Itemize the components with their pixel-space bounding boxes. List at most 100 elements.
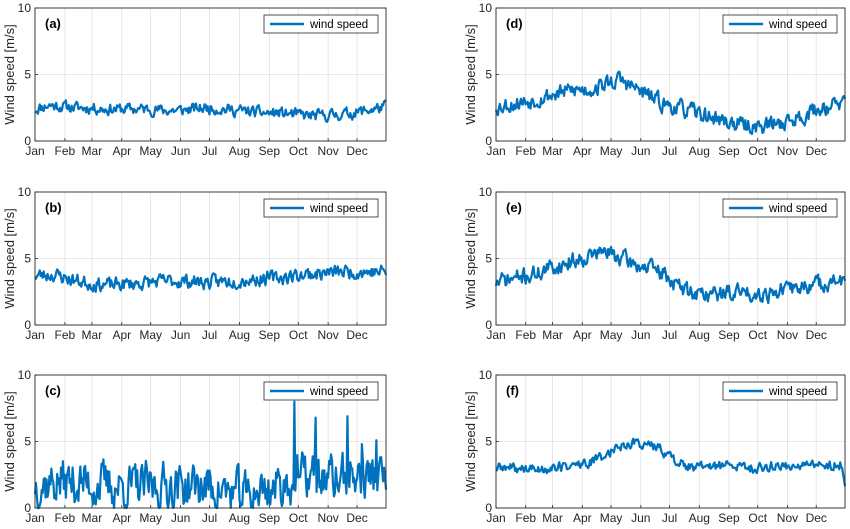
x-tick-label: Sep: [259, 511, 281, 525]
x-tick-label: Oct: [289, 144, 308, 158]
x-tick-label: Feb: [55, 144, 76, 158]
x-tick-label: Dec: [806, 511, 827, 525]
x-tick-label: May: [139, 511, 162, 525]
x-tick-label: Jul: [662, 328, 677, 342]
x-tick-label: Oct: [289, 328, 308, 342]
x-tick-label: Nov: [317, 328, 338, 342]
x-tick-label: Jan: [25, 511, 44, 525]
x-tick-label: Mar: [82, 511, 103, 525]
x-tick-label: Dec: [346, 144, 367, 158]
y-tick-label: 0: [485, 318, 492, 332]
panel-label: (f): [506, 383, 519, 398]
series-line-wind-speed: [494, 70, 847, 136]
legend-box: [722, 198, 838, 218]
y-tick-label: 10: [18, 368, 32, 382]
y-axis-label: Wind speed [m/s]: [2, 24, 17, 124]
x-tick-label: Jun: [171, 328, 190, 342]
x-tick-label: Oct: [748, 511, 767, 525]
x-tick-label: Aug: [689, 144, 710, 158]
x-tick-label: Aug: [229, 144, 250, 158]
panel-label: (e): [506, 200, 522, 215]
x-tick-label: Feb: [55, 328, 76, 342]
series-line-wind-speed: [34, 99, 387, 123]
y-axis-label: Wind speed [m/s]: [463, 391, 478, 491]
y-tick-label: 10: [479, 1, 493, 15]
x-tick-label: Jun: [631, 511, 650, 525]
y-tick-label: 0: [24, 134, 31, 148]
x-tick-label: Feb: [515, 144, 536, 158]
x-tick-label: Mar: [542, 144, 563, 158]
x-tick-label: Dec: [346, 511, 367, 525]
x-tick-label: Sep: [259, 328, 281, 342]
x-tick-label: Apr: [573, 144, 592, 158]
x-tick-label: May: [139, 144, 162, 158]
legend-box: [263, 14, 379, 34]
legend: wind speed: [263, 381, 379, 401]
legend-box: [263, 381, 379, 401]
y-axis-label: Wind speed [m/s]: [2, 208, 17, 308]
x-tick-label: Nov: [777, 328, 798, 342]
x-tick-label: Apr: [112, 144, 131, 158]
x-tick-label: Aug: [689, 511, 710, 525]
x-tick-label: Nov: [317, 511, 338, 525]
panel-label: (c): [45, 383, 61, 398]
x-tick-label: Mar: [542, 511, 563, 525]
y-tick-label: 5: [485, 435, 492, 449]
legend: wind speed: [263, 14, 379, 34]
x-tick-label: Jan: [25, 328, 44, 342]
y-tick-label: 0: [485, 134, 492, 148]
panel-label: (a): [45, 16, 61, 31]
x-tick-label: Jun: [171, 511, 190, 525]
x-tick-label: Sep: [718, 511, 740, 525]
y-tick-label: 10: [479, 368, 493, 382]
x-tick-label: Jun: [171, 144, 190, 158]
y-tick-label: 5: [24, 252, 31, 266]
legend: wind speed: [722, 198, 838, 218]
x-tick-label: Jul: [662, 144, 677, 158]
legend: wind speed: [263, 198, 379, 218]
x-tick-label: Apr: [112, 328, 131, 342]
x-tick-label: Oct: [289, 511, 308, 525]
legend-label: wind speed: [309, 19, 368, 31]
chart-panel-3: Jan Feb Mar Apr May Jun Jul Aug Sep Oct Nov Dec 0 5 10…: [463, 1, 847, 158]
y-tick-label: 5: [24, 435, 31, 449]
y-tick-label: 0: [485, 501, 492, 515]
x-tick-label: May: [600, 511, 623, 525]
x-tick-label: Aug: [229, 328, 250, 342]
chart-panel-5: Jan Feb Mar Apr May Jun Jul Aug Sep Oct Nov Dec 0 5 10…: [463, 368, 847, 525]
x-tick-label: Feb: [515, 328, 536, 342]
y-tick-label: 0: [24, 501, 31, 515]
x-tick-label: Oct: [748, 144, 767, 158]
y-tick-label: 10: [18, 1, 32, 15]
panel-label: (d): [506, 16, 523, 31]
legend-label: wind speed: [768, 19, 827, 31]
x-tick-label: Jul: [202, 511, 217, 525]
chart-panel-2: Jan Feb Mar Apr May Jun Jul Aug Sep Oct Nov Dec 0 5 10…: [2, 368, 388, 525]
x-tick-label: May: [600, 328, 623, 342]
x-tick-label: Apr: [112, 511, 131, 525]
x-tick-label: Sep: [259, 144, 281, 158]
y-axis-label: Wind speed [m/s]: [2, 391, 17, 491]
series-line-wind-speed: [494, 245, 847, 305]
x-tick-label: Mar: [82, 328, 103, 342]
x-tick-label: Aug: [689, 328, 710, 342]
x-tick-label: Jun: [631, 144, 650, 158]
x-tick-label: Jan: [486, 328, 505, 342]
x-tick-label: Apr: [573, 511, 592, 525]
y-tick-label: 10: [18, 185, 32, 199]
x-tick-label: Oct: [748, 328, 767, 342]
x-tick-label: Feb: [55, 511, 76, 525]
y-tick-label: 0: [24, 318, 31, 332]
panel-label: (b): [45, 200, 62, 215]
x-tick-label: Jun: [631, 328, 650, 342]
legend: wind speed: [722, 381, 838, 401]
chart-panel-4: Jan Feb Mar Apr May Jun Jul Aug Sep Oct Nov Dec 0 5 10…: [463, 185, 847, 342]
series-line-wind-speed: [33, 400, 388, 510]
x-tick-label: Apr: [573, 328, 592, 342]
x-tick-label: May: [139, 328, 162, 342]
x-tick-label: Dec: [806, 328, 827, 342]
legend-label: wind speed: [309, 386, 368, 398]
legend-box: [722, 381, 838, 401]
x-tick-label: Mar: [82, 144, 103, 158]
